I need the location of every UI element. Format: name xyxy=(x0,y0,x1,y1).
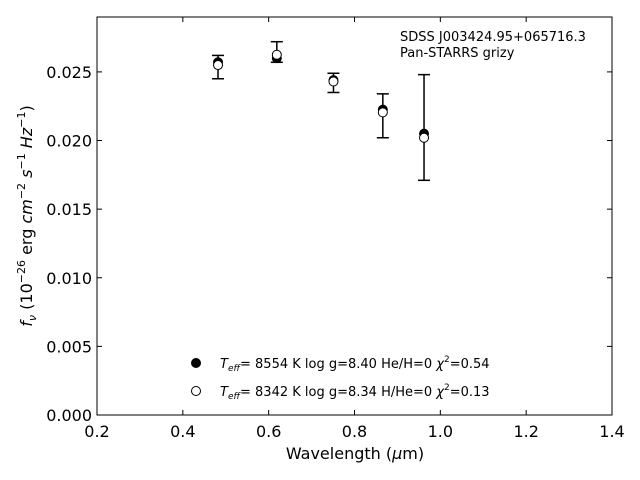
plot-frame xyxy=(96,16,613,416)
legend-marker-filled xyxy=(191,358,201,368)
legend-entry-da: Teff= 8554 K log g=8.40 He/H=0 χ2=0.54 xyxy=(220,355,490,374)
model-point-open xyxy=(213,60,224,71)
x-tick-label: 0.2 xyxy=(84,422,109,441)
y-tick-label: 0.020 xyxy=(46,132,92,151)
model-point-open xyxy=(271,49,282,60)
legend-entry-db: Teff= 8342 K log g=8.34 H/He=0 χ2=0.13 xyxy=(220,383,490,402)
y-axis-label: fν (10−26 erg cm−2 s−1 Hz−1) xyxy=(15,105,39,326)
x-tick-label: 1.4 xyxy=(599,422,624,441)
y-tick-label: 0.015 xyxy=(46,200,92,219)
x-tick-label: 0.8 xyxy=(342,422,367,441)
y-tick-label: 0.000 xyxy=(46,406,92,425)
x-axis-label: Wavelength (μm) xyxy=(286,444,424,463)
y-tick-label: 0.010 xyxy=(46,269,92,288)
model-point-open xyxy=(328,76,339,87)
model-point-open xyxy=(377,107,388,118)
model-point-open xyxy=(419,132,430,143)
x-tick-label: 1.2 xyxy=(513,422,538,441)
annotation-survey-name: Pan-STARRS grizy xyxy=(400,46,515,61)
x-tick-label: 0.6 xyxy=(256,422,281,441)
y-tick-label: 0.005 xyxy=(46,337,92,356)
annotation-object-name: SDSS J003424.95+065716.3 xyxy=(400,30,586,45)
x-tick-label: 1.0 xyxy=(428,422,453,441)
x-tick-label: 0.4 xyxy=(170,422,195,441)
legend: Teff= 8554 K log g=8.40 He/H=0 χ2=0.54 T… xyxy=(191,355,490,402)
y-tick-label: 0.025 xyxy=(46,63,92,82)
legend-marker-open xyxy=(191,386,201,396)
